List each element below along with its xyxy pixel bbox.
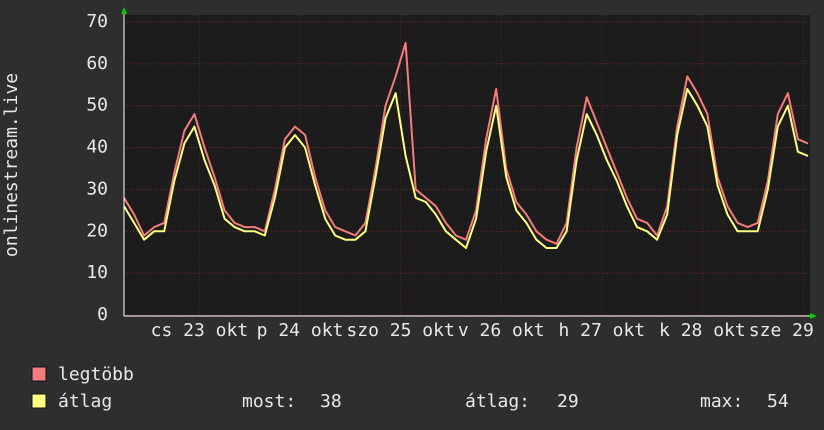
grid: [124, 15, 808, 316]
y-axis-label: onlinestream.live: [1, 73, 22, 257]
y-tick-label: 50: [86, 95, 108, 116]
series-line: [123, 88, 809, 249]
stat-value: 38: [320, 391, 342, 412]
lines: [123, 41, 809, 249]
y-tick-label: 10: [86, 262, 108, 283]
stat-label: max:: [700, 391, 743, 412]
y-tick-label: 70: [86, 11, 108, 32]
y-tick-label: 30: [86, 178, 108, 199]
y-tick-label: 60: [86, 53, 108, 74]
y-tick-label: 0: [97, 304, 108, 325]
x-tick-label: cs 23 okt: [151, 320, 249, 341]
legend-swatch: [31, 393, 47, 409]
axis-arrow: [810, 313, 817, 319]
stat-value: 54: [767, 391, 789, 412]
x-tick-label: p 24 okt: [257, 320, 344, 341]
x-tick-label: szo 25 okt: [346, 320, 454, 341]
legend-swatch: [31, 366, 47, 382]
x-tick-label: h 27 okt: [558, 320, 645, 341]
series-line: [123, 41, 809, 245]
plot-area: [124, 15, 810, 315]
legend-label: legtöbb: [58, 364, 134, 385]
x-tick-label: sze 29 okt: [749, 320, 824, 341]
stat-label: átlag:: [465, 391, 530, 412]
legend-label: átlag: [58, 391, 112, 412]
axis-arrow: [121, 7, 127, 14]
x-tick-label: k 28 okt: [659, 320, 746, 341]
legend: legtöbb átlag most: 38 átlag: 29 max: 54: [31, 364, 789, 412]
y-tick-label: 20: [86, 220, 108, 241]
y-tick-label: 40: [86, 137, 108, 158]
stat-value: 29: [557, 391, 579, 412]
x-tick-label: v 26 okt: [458, 320, 545, 341]
stat-label: most:: [242, 391, 296, 412]
